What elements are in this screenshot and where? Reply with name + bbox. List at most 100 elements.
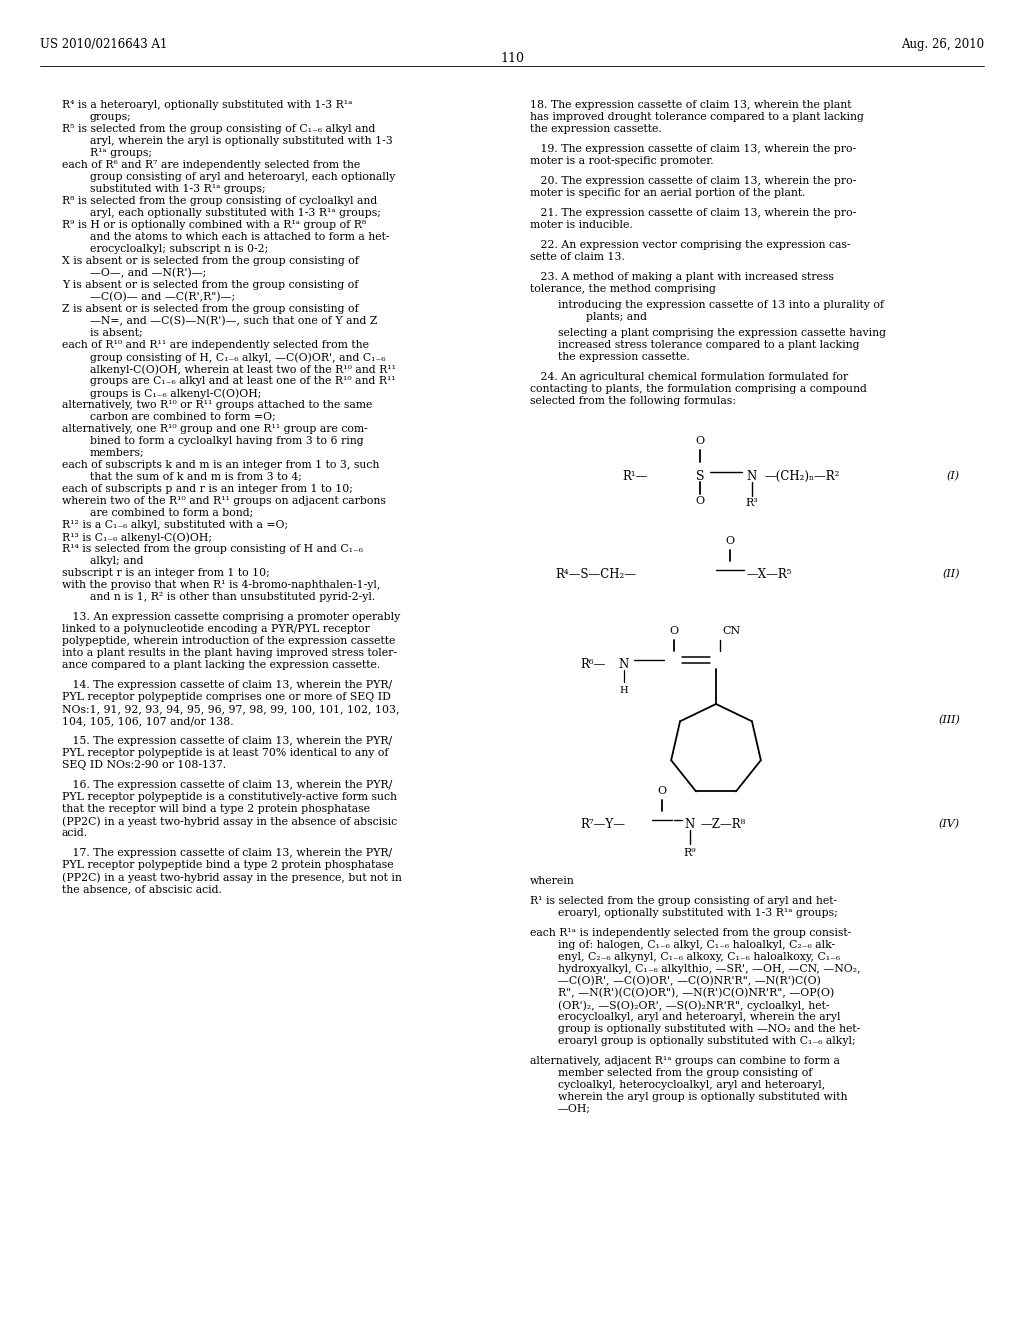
Text: and n is 1, R² is other than unsubstituted pyrid-2-yl.: and n is 1, R² is other than unsubstitut… xyxy=(90,591,375,602)
Text: R¹² is a C₁₋₆ alkyl, substituted with a =O;: R¹² is a C₁₋₆ alkyl, substituted with a … xyxy=(62,520,288,531)
Text: N: N xyxy=(746,470,757,483)
Text: R¹ᵃ groups;: R¹ᵃ groups; xyxy=(90,148,152,158)
Text: group is optionally substituted with —NO₂ and the het-: group is optionally substituted with —NO… xyxy=(558,1024,860,1034)
Text: NOs:1, 91, 92, 93, 94, 95, 96, 97, 98, 99, 100, 101, 102, 103,: NOs:1, 91, 92, 93, 94, 95, 96, 97, 98, 9… xyxy=(62,704,399,714)
Text: aryl, wherein the aryl is optionally substituted with 1-3: aryl, wherein the aryl is optionally sub… xyxy=(90,136,393,147)
Text: O: O xyxy=(657,785,667,796)
Text: —(CH₂)ₙ—R²: —(CH₂)ₙ—R² xyxy=(764,470,840,483)
Text: O: O xyxy=(695,496,705,506)
Text: alternatively, adjacent R¹ᵃ groups can combine to form a: alternatively, adjacent R¹ᵃ groups can c… xyxy=(530,1056,840,1067)
Text: 22. An expression vector comprising the expression cas-: 22. An expression vector comprising the … xyxy=(530,240,851,249)
Text: acid.: acid. xyxy=(62,828,88,838)
Text: R⁹ is H or is optionally combined with a R¹ᵃ group of R⁸: R⁹ is H or is optionally combined with a… xyxy=(62,220,367,230)
Text: that the sum of k and m is from 3 to 4;: that the sum of k and m is from 3 to 4; xyxy=(90,473,302,482)
Text: wherein: wherein xyxy=(530,876,574,886)
Text: carbon are combined to form =O;: carbon are combined to form =O; xyxy=(90,412,275,422)
Text: members;: members; xyxy=(90,447,144,458)
Text: each of subscripts p and r is an integer from 1 to 10;: each of subscripts p and r is an integer… xyxy=(62,484,353,494)
Text: and the atoms to which each is attached to form a het-: and the atoms to which each is attached … xyxy=(90,232,389,242)
Text: CN: CN xyxy=(722,626,740,636)
Text: X is absent or is selected from the group consisting of: X is absent or is selected from the grou… xyxy=(62,256,358,267)
Text: substituted with 1-3 R¹ᵃ groups;: substituted with 1-3 R¹ᵃ groups; xyxy=(90,183,265,194)
Text: 15. The expression cassette of claim 13, wherein the PYR/: 15. The expression cassette of claim 13,… xyxy=(62,737,392,746)
Text: enyl, C₂₋₆ alkynyl, C₁₋₆ alkoxy, C₁₋₆ haloalkoxy, C₁₋₆: enyl, C₂₋₆ alkynyl, C₁₋₆ alkoxy, C₁₋₆ ha… xyxy=(558,952,840,962)
Text: plants; and: plants; and xyxy=(586,312,647,322)
Text: PYL receptor polypeptide comprises one or more of SEQ ID: PYL receptor polypeptide comprises one o… xyxy=(62,692,391,702)
Text: PYL receptor polypeptide is at least 70% identical to any of: PYL receptor polypeptide is at least 70%… xyxy=(62,748,388,758)
Text: selected from the following formulas:: selected from the following formulas: xyxy=(530,396,736,407)
Text: (OR')₂, —S(O)₂OR', —S(O)₂NR'R", cycloalkyl, het-: (OR')₂, —S(O)₂OR', —S(O)₂NR'R", cycloalk… xyxy=(558,1001,829,1011)
Text: —Z—R⁸: —Z—R⁸ xyxy=(700,817,745,830)
Text: increased stress tolerance compared to a plant lacking: increased stress tolerance compared to a… xyxy=(558,341,859,350)
Text: contacting to plants, the formulation comprising a compound: contacting to plants, the formulation co… xyxy=(530,384,867,393)
Text: erocycloalkyl, aryl and heteroaryl, wherein the aryl: erocycloalkyl, aryl and heteroaryl, wher… xyxy=(558,1012,841,1022)
Text: —C(O)— and —C(R',R")—;: —C(O)— and —C(R',R")—; xyxy=(90,292,236,302)
Text: group consisting of H, C₁₋₆ alkyl, —C(O)OR', and C₁₋₆: group consisting of H, C₁₋₆ alkyl, —C(O)… xyxy=(90,352,385,363)
Text: R⁸ is selected from the group consisting of cycloalkyl and: R⁸ is selected from the group consisting… xyxy=(62,195,377,206)
Text: hydroxyalkyl, C₁₋₆ alkylthio, —SR', —OH, —CN, —NO₂,: hydroxyalkyl, C₁₋₆ alkylthio, —SR', —OH,… xyxy=(558,964,860,974)
Text: (IV): (IV) xyxy=(939,818,961,829)
Text: 17. The expression cassette of claim 13, wherein the PYR/: 17. The expression cassette of claim 13,… xyxy=(62,847,392,858)
Text: 23. A method of making a plant with increased stress: 23. A method of making a plant with incr… xyxy=(530,272,834,282)
Text: R⁵ is selected from the group consisting of C₁₋₆ alkyl and: R⁵ is selected from the group consisting… xyxy=(62,124,376,135)
Text: Aug. 26, 2010: Aug. 26, 2010 xyxy=(901,38,984,51)
Text: 14. The expression cassette of claim 13, wherein the PYR/: 14. The expression cassette of claim 13,… xyxy=(62,680,392,690)
Text: R¹ is selected from the group consisting of aryl and het-: R¹ is selected from the group consisting… xyxy=(530,896,838,906)
Text: R³: R³ xyxy=(745,498,759,508)
Text: each of R⁶ and R⁷ are independently selected from the: each of R⁶ and R⁷ are independently sele… xyxy=(62,160,360,170)
Text: O: O xyxy=(670,626,679,636)
Text: into a plant results in the plant having improved stress toler-: into a plant results in the plant having… xyxy=(62,648,397,657)
Text: R¹⁴ is selected from the group consisting of H and C₁₋₆: R¹⁴ is selected from the group consistin… xyxy=(62,544,362,554)
Text: cycloalkyl, heterocycloalkyl, aryl and heteroaryl,: cycloalkyl, heterocycloalkyl, aryl and h… xyxy=(558,1080,825,1090)
Text: has improved drought tolerance compared to a plant lacking: has improved drought tolerance compared … xyxy=(530,112,864,121)
Text: 16. The expression cassette of claim 13, wherein the PYR/: 16. The expression cassette of claim 13,… xyxy=(62,780,392,789)
Text: polypeptide, wherein introduction of the expression cassette: polypeptide, wherein introduction of the… xyxy=(62,636,395,645)
Text: O: O xyxy=(695,436,705,446)
Text: groups is C₁₋₆ alkenyl-C(O)OH;: groups is C₁₋₆ alkenyl-C(O)OH; xyxy=(90,388,261,399)
Text: PYL receptor polypeptide bind a type 2 protein phosphatase: PYL receptor polypeptide bind a type 2 p… xyxy=(62,861,393,870)
Text: Y is absent or is selected from the group consisting of: Y is absent or is selected from the grou… xyxy=(62,280,358,290)
Text: each R¹ᵃ is independently selected from the group consist-: each R¹ᵃ is independently selected from … xyxy=(530,928,851,939)
Text: group consisting of aryl and heteroaryl, each optionally: group consisting of aryl and heteroaryl,… xyxy=(90,172,395,182)
Text: (PP2C) in a yeast two-hybrid assay in the presence, but not in: (PP2C) in a yeast two-hybrid assay in th… xyxy=(62,873,401,883)
Text: moter is a root-specific promoter.: moter is a root-specific promoter. xyxy=(530,156,714,166)
Text: aryl, each optionally substituted with 1-3 R¹ᵃ groups;: aryl, each optionally substituted with 1… xyxy=(90,209,381,218)
Text: 104, 105, 106, 107 and/or 138.: 104, 105, 106, 107 and/or 138. xyxy=(62,715,233,726)
Text: R⁹: R⁹ xyxy=(684,847,696,858)
Text: groups are C₁₋₆ alkyl and at least one of the R¹⁰ and R¹¹: groups are C₁₋₆ alkyl and at least one o… xyxy=(90,376,395,385)
Text: N: N xyxy=(618,657,629,671)
Text: eroaryl, optionally substituted with 1-3 R¹ᵃ groups;: eroaryl, optionally substituted with 1-3… xyxy=(558,908,838,917)
Text: is absent;: is absent; xyxy=(90,327,142,338)
Text: member selected from the group consisting of: member selected from the group consistin… xyxy=(558,1068,812,1078)
Text: eroaryl group is optionally substituted with C₁₋₆ alkyl;: eroaryl group is optionally substituted … xyxy=(558,1036,856,1045)
Text: PYL receptor polypeptide is a constitutively-active form such: PYL receptor polypeptide is a constituti… xyxy=(62,792,397,803)
Text: R⁷—Y—: R⁷—Y— xyxy=(580,817,625,830)
Text: erocycloalkyl; subscript n is 0-2;: erocycloalkyl; subscript n is 0-2; xyxy=(90,244,268,253)
Text: each of subscripts k and m is an integer from 1 to 3, such: each of subscripts k and m is an integer… xyxy=(62,459,379,470)
Text: moter is inducible.: moter is inducible. xyxy=(530,220,633,230)
Text: (PP2C) in a yeast two-hybrid assay in the absence of abscisic: (PP2C) in a yeast two-hybrid assay in th… xyxy=(62,816,397,826)
Text: alkenyl-C(O)OH, wherein at least two of the R¹⁰ and R¹¹: alkenyl-C(O)OH, wherein at least two of … xyxy=(90,364,396,375)
Text: wherein two of the R¹⁰ and R¹¹ groups on adjacent carbons: wherein two of the R¹⁰ and R¹¹ groups on… xyxy=(62,496,386,506)
Text: —X—R⁵: —X—R⁵ xyxy=(746,568,792,581)
Text: with the proviso that when R¹ is 4-bromo-naphthalen-1-yl,: with the proviso that when R¹ is 4-bromo… xyxy=(62,579,380,590)
Text: N: N xyxy=(685,817,695,830)
Text: ing of: halogen, C₁₋₆ alkyl, C₁₋₆ haloalkyl, C₂₋₆ alk-: ing of: halogen, C₁₋₆ alkyl, C₁₋₆ haloal… xyxy=(558,940,836,950)
Text: R⁶—: R⁶— xyxy=(580,657,605,671)
Text: groups;: groups; xyxy=(90,112,132,121)
Text: moter is specific for an aerial portion of the plant.: moter is specific for an aerial portion … xyxy=(530,187,806,198)
Text: tolerance, the method comprising: tolerance, the method comprising xyxy=(530,284,716,294)
Text: S: S xyxy=(695,470,705,483)
Text: R", —N(R')(C(O)OR"), —N(R')C(O)NR'R", —OP(O): R", —N(R')(C(O)OR"), —N(R')C(O)NR'R", —O… xyxy=(558,987,835,998)
Text: 110: 110 xyxy=(500,51,524,65)
Text: Z is absent or is selected from the group consisting of: Z is absent or is selected from the grou… xyxy=(62,304,358,314)
Text: H: H xyxy=(620,686,629,696)
Text: SEQ ID NOs:2-90 or 108-137.: SEQ ID NOs:2-90 or 108-137. xyxy=(62,760,226,770)
Text: selecting a plant comprising the expression cassette having: selecting a plant comprising the express… xyxy=(558,327,886,338)
Text: R⁴—S—CH₂—: R⁴—S—CH₂— xyxy=(555,568,636,581)
Text: alternatively, one R¹⁰ group and one R¹¹ group are com-: alternatively, one R¹⁰ group and one R¹¹… xyxy=(62,424,368,434)
Text: alternatively, two R¹⁰ or R¹¹ groups attached to the same: alternatively, two R¹⁰ or R¹¹ groups att… xyxy=(62,400,373,411)
Text: US 2010/0216643 A1: US 2010/0216643 A1 xyxy=(40,38,167,51)
Text: —C(O)R', —C(O)OR', —C(O)NR'R", —N(R')C(O): —C(O)R', —C(O)OR', —C(O)NR'R", —N(R')C(O… xyxy=(558,975,821,986)
Text: —N=, and —C(S)—N(R')—, such that one of Y and Z: —N=, and —C(S)—N(R')—, such that one of … xyxy=(90,315,378,326)
